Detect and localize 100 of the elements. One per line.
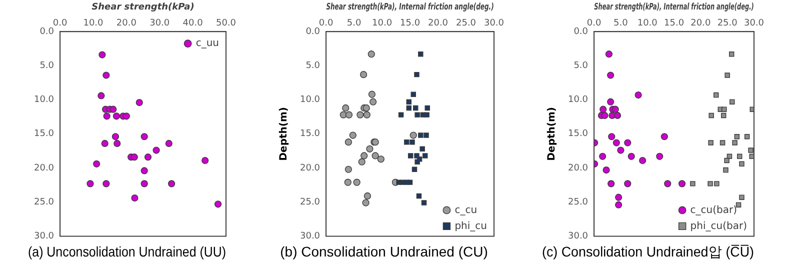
point	[370, 98, 377, 106]
point	[366, 145, 374, 152]
x-axis-title: Shear strength(kPa), Internal friction angle(deg.)	[594, 1, 754, 12]
point	[602, 166, 610, 174]
point	[660, 133, 668, 140]
point	[360, 152, 368, 160]
point	[416, 193, 422, 199]
point	[422, 153, 428, 158]
legend-label: c_uu	[196, 38, 220, 50]
point	[664, 180, 672, 188]
legend-label: phi_cu	[454, 220, 488, 232]
point	[202, 156, 209, 164]
y-tick-label: 20.0	[34, 163, 54, 174]
x-tick-label: 5.0	[614, 18, 628, 29]
point	[748, 148, 754, 153]
point	[612, 106, 619, 113]
x-tick-label: 20.0	[690, 18, 711, 29]
point	[634, 91, 642, 99]
point	[349, 132, 356, 139]
y-tick-label: 20.0	[568, 163, 588, 174]
point	[617, 146, 624, 154]
point	[413, 105, 418, 111]
point	[739, 161, 744, 167]
point	[607, 98, 614, 106]
point	[728, 51, 734, 57]
point	[414, 159, 420, 164]
x-tick-label: 20.0	[428, 18, 448, 29]
point	[101, 140, 108, 147]
point	[736, 154, 742, 160]
y-tick-label: 25.0	[568, 197, 588, 208]
point	[708, 112, 714, 118]
x-tick-label: 30.0	[484, 18, 504, 29]
point	[122, 112, 130, 120]
point	[732, 140, 738, 146]
point	[214, 200, 222, 208]
y-tick-label: 5.0	[574, 61, 588, 72]
x-tick-label: 25.0	[717, 18, 738, 29]
point	[421, 200, 427, 206]
point	[368, 90, 376, 98]
point	[404, 139, 410, 145]
x-tick-label: 5.0	[346, 18, 362, 29]
point	[734, 134, 740, 140]
point	[744, 134, 750, 140]
x-tick-label: 15.0	[400, 18, 420, 29]
point	[600, 106, 607, 113]
point	[420, 146, 425, 152]
y-tick-label: 30.0	[34, 232, 54, 242]
x-tick-label: 15.0	[664, 18, 684, 29]
point	[612, 139, 620, 146]
x-axis-title: Shear strength(kPa)	[92, 2, 194, 13]
point	[608, 133, 616, 140]
point	[358, 158, 366, 166]
x-tick-label: 10.0	[372, 18, 392, 29]
point	[362, 199, 370, 206]
point	[690, 181, 696, 186]
point	[103, 112, 110, 120]
point	[624, 139, 632, 146]
point	[730, 99, 735, 104]
y-tick-label: 10.0	[568, 95, 588, 106]
point	[131, 194, 138, 202]
point	[608, 180, 615, 188]
point	[344, 178, 352, 186]
point	[102, 72, 110, 79]
point	[615, 194, 622, 201]
x-tick-label: 30.0	[744, 18, 764, 29]
point	[86, 180, 94, 188]
y-tick-label: 20.0	[300, 163, 320, 174]
x-tick-label: 10.0	[637, 18, 658, 29]
y-axis-title: Depth(m)	[278, 107, 290, 161]
point	[639, 156, 646, 164]
x-tick-label: 0.0	[318, 18, 334, 29]
point	[614, 112, 622, 120]
y-tick-label: 0.0	[306, 26, 320, 37]
point	[377, 156, 384, 163]
point	[363, 111, 370, 118]
point	[114, 140, 121, 147]
point	[130, 154, 138, 161]
y-tick-label: 30.0	[300, 232, 320, 242]
point	[723, 167, 728, 173]
point	[136, 98, 143, 106]
point	[628, 152, 635, 160]
text: (c) Consolidation Undrained압 (C̅U̅)	[542, 244, 754, 260]
point	[724, 158, 730, 164]
text: (b) Consolidation Undrained (CU)	[280, 243, 488, 260]
point	[98, 92, 105, 100]
point	[406, 99, 412, 104]
point	[410, 92, 416, 97]
point	[714, 92, 719, 98]
y-axis-title: Depth(m)	[546, 107, 558, 161]
point	[708, 181, 713, 186]
point	[407, 180, 413, 185]
point	[410, 132, 417, 139]
point	[344, 138, 352, 146]
point	[418, 132, 424, 138]
point	[414, 72, 420, 78]
y-tick-label: 30.0	[568, 232, 588, 242]
y-tick-label: 15.0	[300, 129, 320, 140]
y-tick-label: 5.0	[306, 61, 320, 72]
point	[406, 105, 412, 111]
point	[599, 152, 606, 160]
